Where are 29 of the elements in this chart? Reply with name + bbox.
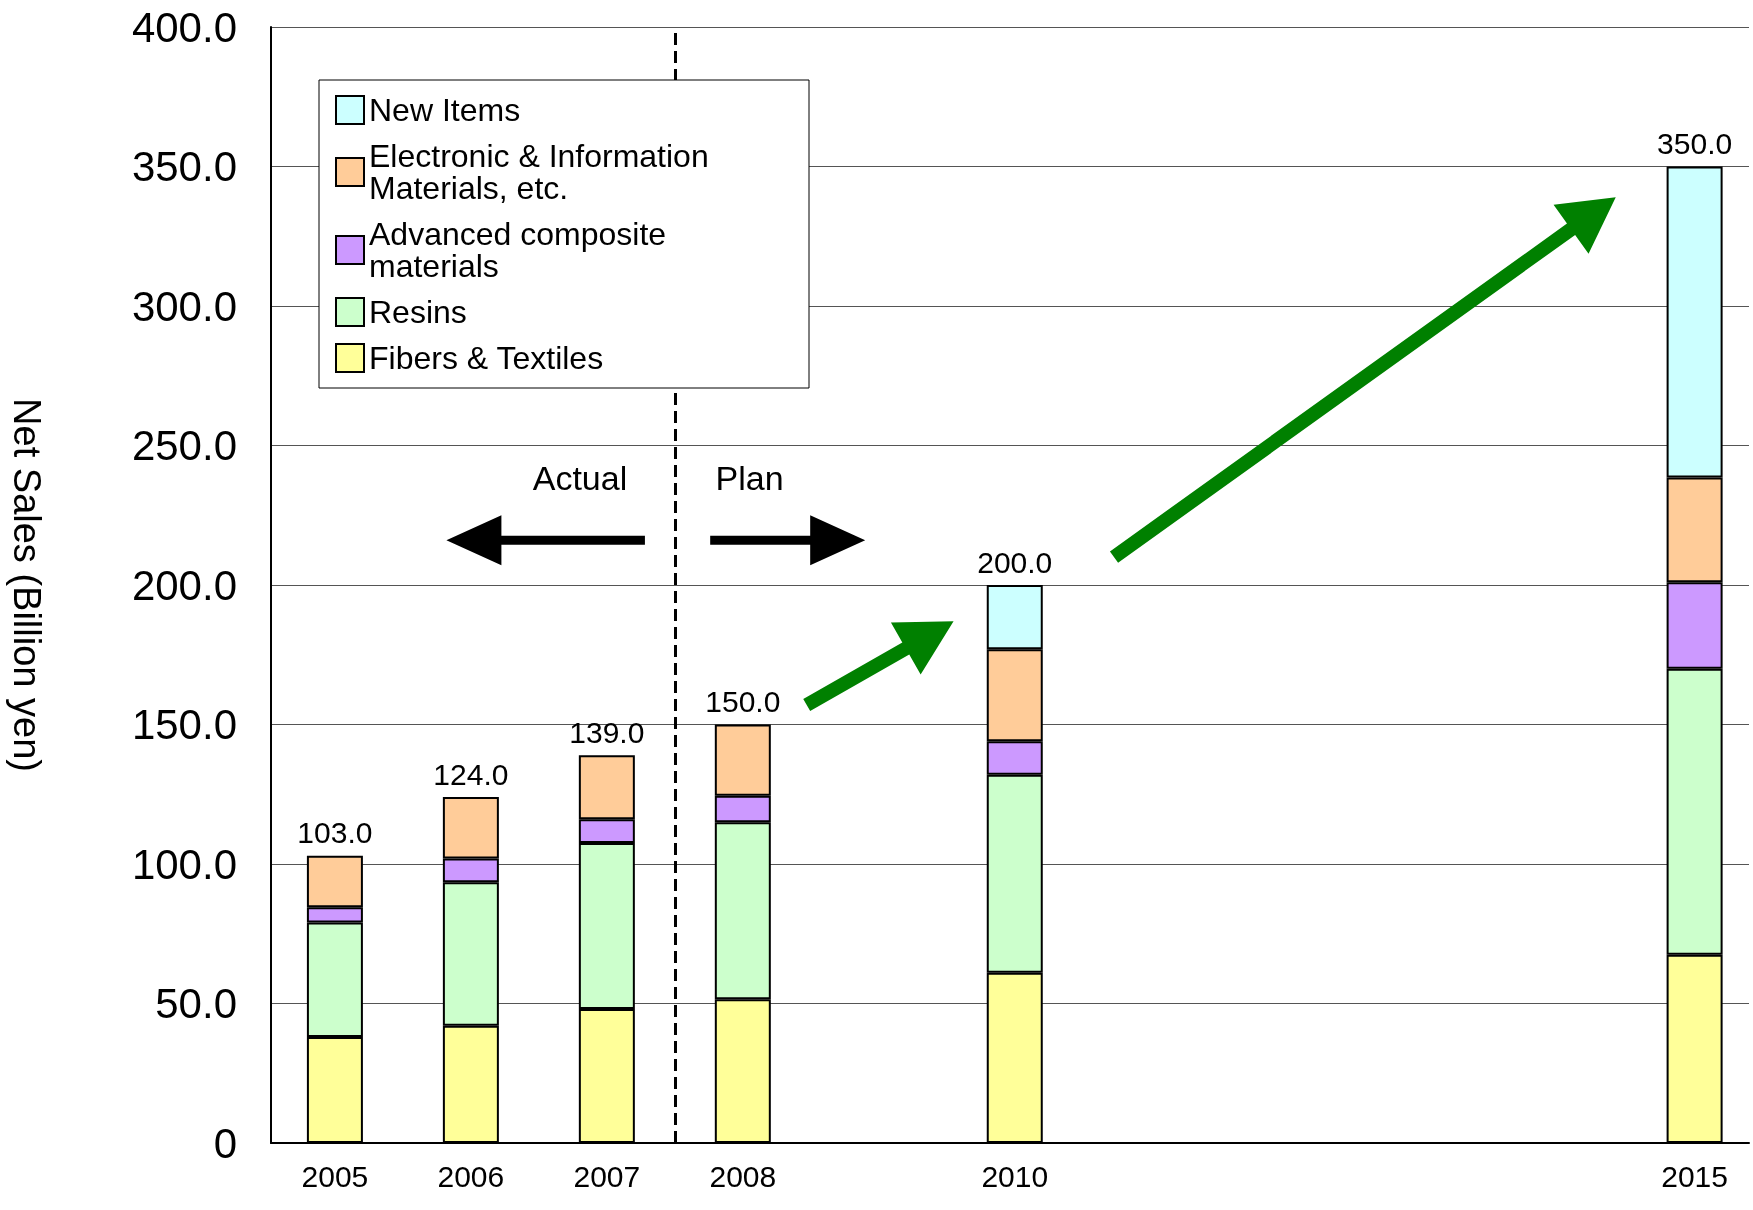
annotation: Actual	[532, 459, 628, 498]
y-tick-label: 400.0	[131, 3, 237, 51]
legend-label: Advanced composite materials	[369, 216, 675, 284]
legend-label: Electronic & Information Materials, etc.	[369, 138, 718, 206]
y-tick-label: 350.0	[131, 143, 237, 190]
total-label: 124.0	[433, 757, 509, 791]
x-tick-label: 2015	[1661, 1159, 1728, 1193]
y-tick-label: 200.0	[131, 561, 237, 609]
y-tick-label: 100.0	[131, 840, 237, 888]
y-tick-label: 150.0	[131, 701, 237, 748]
total-label: 103.0	[297, 816, 373, 850]
x-tick-label: 2006	[437, 1159, 505, 1193]
x-tick-label: 2010	[981, 1159, 1049, 1193]
legend-label: Resins	[369, 294, 467, 330]
x-tick-label: 2007	[573, 1159, 641, 1193]
total-label: 150.0	[705, 685, 781, 718]
y-axis-title: Net Sales (Billion yen)	[6, 398, 48, 772]
y-tick-label: 250.0	[131, 422, 237, 469]
x-tick-label: 2008	[709, 1159, 777, 1193]
legend-label: New Items	[369, 92, 521, 128]
annotation: Plan	[715, 459, 784, 498]
total-label: 139.0	[569, 715, 645, 749]
legend-label: Fibers & Textiles	[369, 340, 604, 376]
y-tick-label: 300.0	[131, 282, 237, 330]
x-tick-label: 2005	[301, 1159, 369, 1193]
total-label: 200.0	[977, 545, 1053, 579]
total-label: 350.0	[1657, 127, 1733, 160]
y-tick-label: 0	[213, 1119, 237, 1167]
y-tick-label: 50.0	[155, 980, 237, 1027]
